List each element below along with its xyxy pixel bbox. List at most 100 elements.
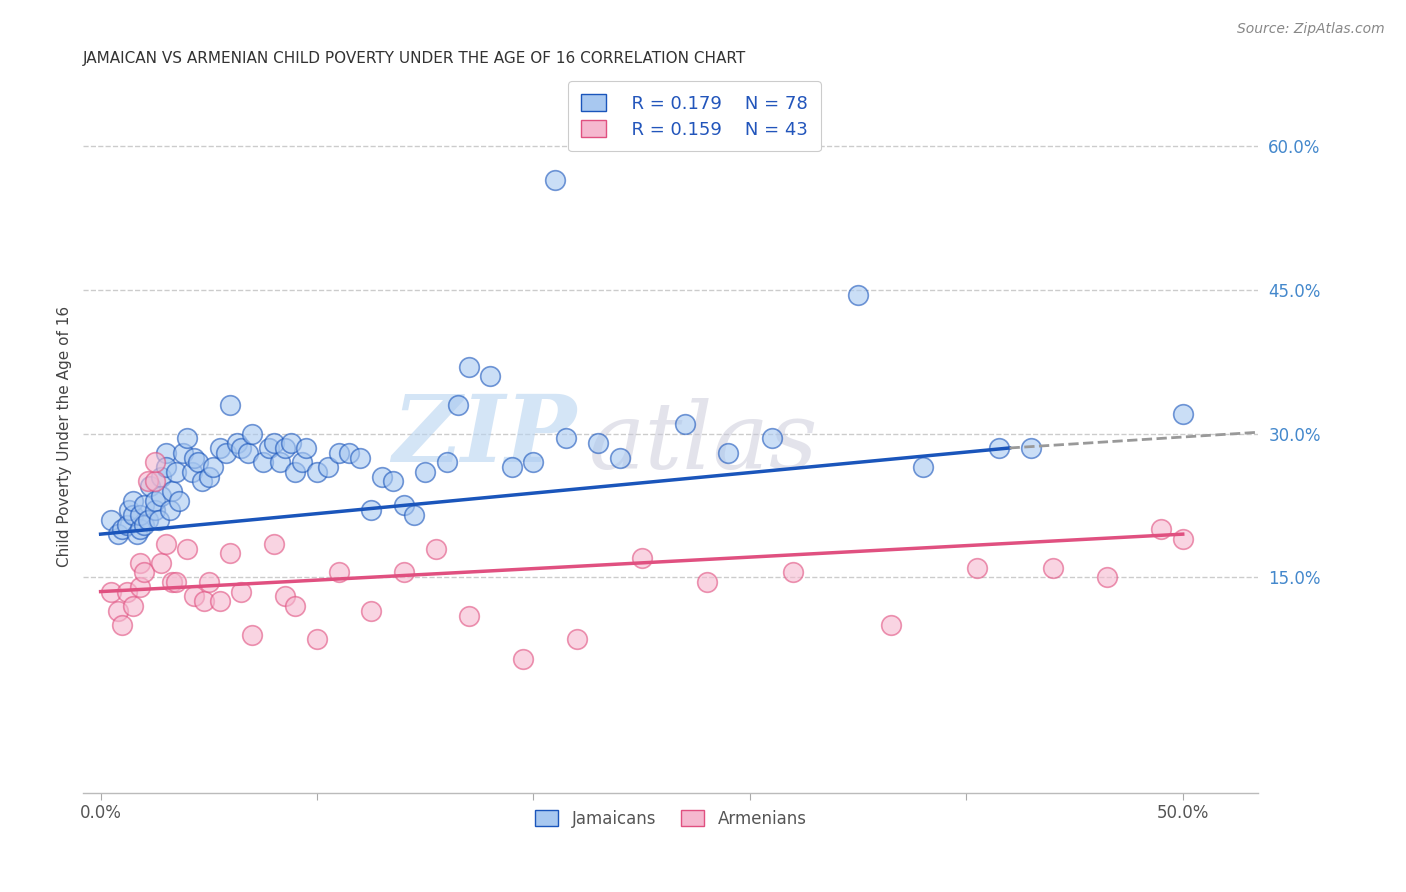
Point	[191, 475, 214, 489]
Point	[155, 446, 177, 460]
Point	[782, 566, 804, 580]
Point	[132, 517, 155, 532]
Point	[128, 508, 150, 522]
Point	[879, 618, 901, 632]
Text: atlas: atlas	[589, 398, 818, 488]
Point	[413, 465, 436, 479]
Point	[696, 574, 718, 589]
Point	[457, 359, 479, 374]
Point	[295, 441, 318, 455]
Point	[263, 537, 285, 551]
Point	[240, 426, 263, 441]
Point	[128, 522, 150, 536]
Point	[193, 594, 215, 608]
Point	[215, 446, 238, 460]
Point	[160, 574, 183, 589]
Point	[236, 446, 259, 460]
Text: Source: ZipAtlas.com: Source: ZipAtlas.com	[1237, 22, 1385, 37]
Point	[111, 522, 134, 536]
Point	[259, 441, 281, 455]
Point	[305, 465, 328, 479]
Point	[226, 436, 249, 450]
Point	[122, 508, 145, 522]
Point	[284, 599, 307, 613]
Point	[198, 469, 221, 483]
Point	[165, 465, 187, 479]
Point	[107, 604, 129, 618]
Point	[208, 441, 231, 455]
Point	[111, 618, 134, 632]
Point	[717, 446, 740, 460]
Point	[565, 632, 588, 647]
Point	[280, 436, 302, 450]
Point	[219, 546, 242, 560]
Point	[588, 436, 610, 450]
Point	[630, 551, 652, 566]
Point	[143, 455, 166, 469]
Text: JAMAICAN VS ARMENIAN CHILD POVERTY UNDER THE AGE OF 16 CORRELATION CHART: JAMAICAN VS ARMENIAN CHILD POVERTY UNDER…	[83, 51, 747, 66]
Point	[339, 446, 361, 460]
Point	[167, 493, 190, 508]
Point	[328, 446, 350, 460]
Text: ZIP: ZIP	[392, 391, 576, 481]
Point	[291, 455, 314, 469]
Point	[150, 556, 173, 570]
Point	[128, 556, 150, 570]
Point	[316, 460, 339, 475]
Point	[263, 436, 285, 450]
Point	[328, 566, 350, 580]
Point	[150, 469, 173, 483]
Point	[522, 455, 544, 469]
Point	[100, 584, 122, 599]
Point	[381, 475, 404, 489]
Point	[155, 460, 177, 475]
Point	[392, 499, 415, 513]
Y-axis label: Child Poverty Under the Age of 16: Child Poverty Under the Age of 16	[58, 305, 72, 566]
Point	[846, 287, 869, 301]
Point	[1095, 570, 1118, 584]
Point	[1019, 441, 1042, 455]
Point	[479, 369, 502, 384]
Point	[127, 527, 149, 541]
Point	[1171, 532, 1194, 546]
Point	[360, 604, 382, 618]
Point	[392, 566, 415, 580]
Point	[1042, 560, 1064, 574]
Point	[136, 513, 159, 527]
Point	[360, 503, 382, 517]
Point	[198, 574, 221, 589]
Point	[100, 513, 122, 527]
Point	[269, 455, 291, 469]
Point	[966, 560, 988, 574]
Point	[128, 580, 150, 594]
Point	[457, 608, 479, 623]
Point	[305, 632, 328, 647]
Point	[436, 455, 458, 469]
Point	[176, 431, 198, 445]
Point	[122, 599, 145, 613]
Point	[987, 441, 1010, 455]
Point	[132, 566, 155, 580]
Point	[231, 584, 253, 599]
Point	[273, 590, 295, 604]
Point	[273, 441, 295, 455]
Legend: Jamaicans, Armenians: Jamaicans, Armenians	[529, 803, 814, 834]
Point	[761, 431, 783, 445]
Point	[183, 590, 205, 604]
Point	[1171, 408, 1194, 422]
Point	[150, 489, 173, 503]
Point	[1150, 522, 1173, 536]
Point	[143, 493, 166, 508]
Point	[231, 441, 253, 455]
Point	[187, 455, 209, 469]
Point	[160, 484, 183, 499]
Point	[143, 475, 166, 489]
Point	[512, 651, 534, 665]
Point	[107, 527, 129, 541]
Point	[159, 503, 181, 517]
Point	[349, 450, 371, 465]
Point	[180, 465, 202, 479]
Point	[544, 173, 567, 187]
Point	[404, 508, 426, 522]
Point	[148, 513, 170, 527]
